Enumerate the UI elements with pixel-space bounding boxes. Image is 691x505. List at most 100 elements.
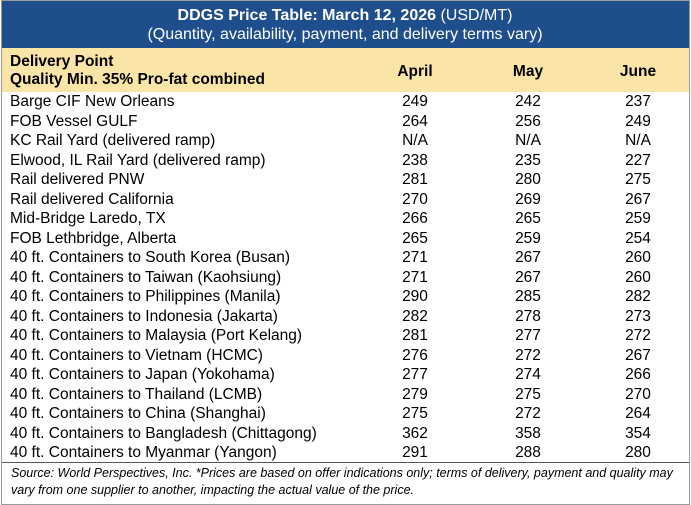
price-cell-june: 267: [625, 346, 651, 364]
table-row: 40 ft. Containers to Malaysia (Port Kela…: [1, 326, 689, 346]
delivery-point-cell: 40 ft. Containers to Philippines (Manila…: [10, 288, 281, 305]
delivery-point-cell: Rail delivered PNW: [10, 171, 145, 188]
price-cell-june: 259: [625, 210, 651, 227]
price-cell-april: 281: [402, 171, 428, 188]
header-row: Delivery Point Quality Min. 35% Pro-fat …: [1, 48, 689, 92]
price-cell-april: 270: [402, 190, 428, 208]
table-row: 40 ft. Containers to Indonesia (Jakarta)…: [1, 307, 689, 327]
price-cell-may: 288: [515, 444, 541, 461]
price-cell-june: 270: [625, 385, 651, 403]
table-row: 40 ft. Containers to Thailand (LCMB) 279 2…: [1, 385, 689, 405]
price-cell-june: 260: [625, 268, 651, 286]
delivery-point-cell: Rail delivered California: [10, 190, 174, 208]
price-cell-june: 264: [625, 405, 651, 422]
table-row: Mid-Bridge Laredo, TX 266 265 259: [1, 209, 689, 229]
price-cell-june: 280: [625, 444, 651, 461]
header-quality: Quality Min. 35% Pro-fat combined: [10, 71, 265, 88]
price-cell-april: 264: [402, 112, 428, 130]
price-cell-may: 358: [515, 424, 541, 442]
delivery-point-cell: 40 ft. Containers to Indonesia (Jakarta): [10, 307, 278, 325]
table-row: 40 ft. Containers to China (Shanghai) 275…: [1, 404, 689, 424]
table-row: 40 ft. Containers to Myanmar (Yangon) 291…: [1, 443, 689, 463]
delivery-point-cell: 40 ft. Containers to Vietnam (HCMC): [10, 346, 263, 364]
price-cell-april: 271: [402, 249, 428, 266]
price-cell-april: 271: [402, 268, 428, 286]
price-cell-april: 277: [402, 366, 428, 383]
price-cell-may: 235: [515, 151, 541, 169]
delivery-point-cell: 40 ft. Containers to Malaysia (Port Kela…: [10, 327, 303, 344]
header-delivery-point: Delivery Point: [10, 53, 114, 70]
price-cell-may: 274: [515, 366, 541, 383]
delivery-point-cell: 40 ft. Containers to Japan (Yokohama): [10, 366, 275, 383]
delivery-point-cell: 40 ft. Containers to China (Shanghai): [10, 405, 266, 422]
table-row: 40 ft. Containers to Philippines (Manila…: [1, 287, 689, 307]
price-cell-june: 266: [625, 366, 651, 383]
title-bar: DDGS Price Table: March 12, 2026 (USD/MT…: [1, 0, 689, 48]
table-subtitle: (Quantity, availability, payment, and de…: [147, 26, 543, 43]
table-row: 40 ft. Containers to Bangladesh (Chittag…: [1, 424, 689, 444]
price-cell-june: 275: [625, 171, 651, 188]
delivery-point-cell: FOB Lethbridge, Alberta: [10, 229, 177, 247]
price-cell-june: 237: [625, 93, 651, 110]
price-cell-june: 267: [625, 190, 651, 208]
delivery-point-cell: 40 ft. Containers to South Korea (Busan): [10, 249, 291, 266]
price-cell-may: 277: [515, 327, 541, 344]
source-note: Source: World Perspectives, Inc. *Prices…: [11, 466, 673, 497]
price-cell-april: 266: [402, 210, 428, 227]
table-title: DDGS Price Table: March 12, 2026 (USD/MT…: [1, 6, 689, 25]
price-cell-june: 273: [625, 307, 651, 325]
price-cell-may: 285: [515, 288, 541, 305]
title-bold: DDGS Price Table: March 12, 2026: [177, 7, 437, 24]
price-cell-april: N/A: [402, 132, 428, 149]
table-row: 40 ft. Containers to Taiwan (Kaohsiung) 2…: [1, 268, 689, 288]
table-row: Rail delivered California 270 269 267: [1, 190, 689, 210]
header-april: April: [397, 63, 433, 80]
price-cell-april: 281: [402, 327, 428, 344]
delivery-point-cell: 40 ft. Containers to Thailand (LCMB): [10, 385, 263, 403]
table-row: KC Rail Yard (delivered ramp) N/A N/A N/A: [1, 131, 689, 151]
price-cell-june: 272: [625, 327, 651, 344]
table-row: FOB Vessel GULF 264 256 249: [1, 112, 689, 132]
price-cell-june: 254: [625, 229, 651, 247]
delivery-point-cell: 40 ft. Containers to Bangladesh (Chittag…: [10, 424, 317, 442]
price-cell-april: 265: [402, 229, 428, 247]
delivery-point-cell: Barge CIF New Orleans: [10, 93, 175, 110]
price-cell-may: 272: [515, 405, 541, 422]
price-cell-april: 238: [402, 151, 428, 169]
price-cell-may: 269: [515, 190, 541, 208]
delivery-point-cell: 40 ft. Containers to Taiwan (Kaohsiung): [10, 268, 282, 286]
delivery-point-cell: FOB Vessel GULF: [10, 112, 138, 130]
table-row: 40 ft. Containers to Vietnam (HCMC) 276 27…: [1, 346, 689, 366]
price-cell-may: 280: [515, 171, 541, 188]
price-cell-may: 272: [515, 346, 541, 364]
price-cell-may: 275: [515, 385, 541, 403]
table-row: 40 ft. Containers to Japan (Yokohama) 277…: [1, 365, 689, 385]
price-cell-may: 267: [515, 268, 541, 286]
price-cell-june: 260: [625, 249, 651, 266]
delivery-point-cell: Mid-Bridge Laredo, TX: [10, 210, 166, 227]
price-cell-may: 256: [515, 112, 541, 130]
price-cell-may: 242: [515, 93, 541, 110]
table-row: Elwood, IL Rail Yard (delivered ramp) 238…: [1, 151, 689, 171]
header-may: May: [512, 63, 544, 80]
price-cell-june: N/A: [625, 132, 651, 149]
table-body: Barge CIF New Orleans 249 242 237 FOB Vessel…: [1, 92, 689, 463]
price-cell-april: 291: [402, 444, 428, 461]
price-cell-june: 249: [625, 112, 651, 130]
table-row: Rail delivered PNW 281 280 275: [1, 170, 689, 190]
price-cell-april: 249: [402, 93, 428, 110]
table-row: FOB Lethbridge, Alberta 265 259 254: [1, 229, 689, 249]
price-cell-april: 362: [402, 424, 428, 442]
price-cell-april: 276: [402, 346, 428, 364]
price-cell-may: N/A: [515, 132, 541, 149]
price-cell-may: 259: [515, 229, 541, 247]
price-cell-april: 282: [402, 307, 428, 325]
delivery-point-cell: Elwood, IL Rail Yard (delivered ramp): [10, 151, 266, 169]
price-cell-may: 265: [515, 210, 541, 227]
price-cell-april: 275: [402, 405, 428, 422]
delivery-point-cell: KC Rail Yard (delivered ramp): [10, 132, 216, 149]
table-row: 40 ft. Containers to South Korea (Busan)…: [1, 248, 689, 268]
price-cell-june: 227: [625, 151, 651, 169]
price-cell-april: 279: [402, 385, 428, 403]
